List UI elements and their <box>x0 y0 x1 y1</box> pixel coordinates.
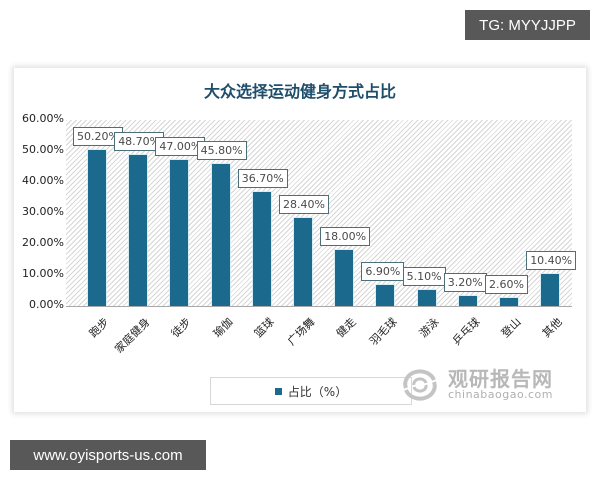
data-label: 28.40% <box>279 194 329 214</box>
data-label: 48.70% <box>114 132 165 152</box>
chart-container: 大众选择运动健身方式占比 0.00% 10.00% 20.00% 30.00% 40.0… <box>14 68 586 412</box>
data-label: 6.90% <box>361 261 405 281</box>
x-axis-line <box>66 306 572 307</box>
x-tick-label: 徒步 <box>169 315 194 341</box>
x-tick-label: 家庭健身 <box>112 315 153 356</box>
x-tick-label: 其他 <box>540 315 565 341</box>
watermark-cn: 观研报告网 <box>448 367 553 391</box>
bar <box>541 273 560 306</box>
y-tick-label: 60.00% <box>22 112 64 125</box>
bar <box>376 284 395 306</box>
watermark: 观研报告网 chinabaogao.com <box>398 362 578 406</box>
x-tick-label: 跑步 <box>86 315 112 341</box>
data-label: 2.60% <box>485 274 528 294</box>
legend-swatch-icon <box>274 387 282 395</box>
tg-badge: TG: MYYJJPP <box>465 10 590 40</box>
site-badge: www.oyisports-us.com <box>10 440 206 470</box>
bar <box>294 217 312 306</box>
bar <box>129 155 148 306</box>
y-tick-label: 40.00% <box>22 174 64 187</box>
y-tick-label: 50.00% <box>22 143 64 156</box>
bar <box>458 296 477 306</box>
bar <box>335 250 354 306</box>
bar <box>417 290 436 306</box>
legend: 占比（%） <box>210 377 412 405</box>
x-tick-label: 广场舞 <box>285 315 318 348</box>
data-label: 36.70% <box>237 169 288 189</box>
data-label: 50.20% <box>73 127 123 147</box>
data-label: 45.80% <box>196 141 247 161</box>
y-tick-label: 20.00% <box>22 236 64 249</box>
x-tick-label: 健走 <box>334 315 359 341</box>
bar <box>88 150 106 306</box>
chart-title: 大众选择运动健身方式占比 <box>203 82 396 101</box>
x-tick-label: 乒乓球 <box>449 315 483 348</box>
x-tick-label: 瑜伽 <box>210 315 236 341</box>
data-label: 18.00% <box>320 227 371 247</box>
data-label: 10.40% <box>526 250 577 270</box>
y-tick-label: 10.00% <box>22 267 64 280</box>
watermark-logo-icon <box>403 369 437 401</box>
bar <box>211 164 230 306</box>
y-tick-label: 0.00% <box>29 298 64 311</box>
bar <box>252 192 271 306</box>
x-tick-label: 登山 <box>498 315 524 341</box>
x-tick-label: 羽毛球 <box>367 315 400 348</box>
x-tick-label: 游泳 <box>416 315 442 341</box>
x-tick-label: 篮球 <box>251 315 277 341</box>
data-label: 47.00% <box>155 137 206 157</box>
bar <box>170 160 189 306</box>
data-label: 3.20% <box>443 273 487 293</box>
data-label: 5.10% <box>402 267 446 287</box>
legend-label: 占比（%） <box>287 384 348 399</box>
y-tick-label: 30.00% <box>22 205 64 218</box>
watermark-en: chinabaogao.com <box>448 388 553 401</box>
bar <box>500 297 518 306</box>
